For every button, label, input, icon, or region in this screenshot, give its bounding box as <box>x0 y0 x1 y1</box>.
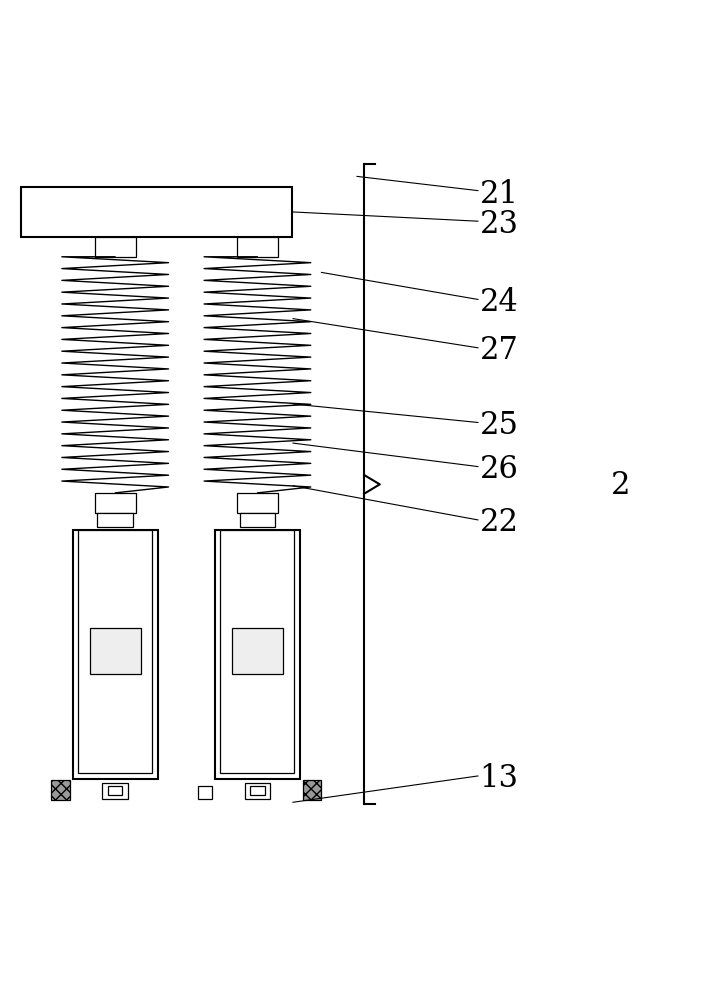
Text: 2: 2 <box>610 470 630 501</box>
Text: 24: 24 <box>480 287 518 318</box>
Bar <box>97 513 133 527</box>
Bar <box>79 530 152 773</box>
Text: 25: 25 <box>480 410 519 441</box>
Text: 21: 21 <box>480 179 519 210</box>
Bar <box>51 780 70 800</box>
Bar <box>102 783 128 799</box>
Text: 13: 13 <box>480 763 519 794</box>
Bar <box>221 530 294 773</box>
Bar <box>215 530 300 779</box>
Text: 22: 22 <box>480 507 519 538</box>
Bar <box>108 786 122 795</box>
Bar <box>232 628 283 674</box>
Text: 26: 26 <box>480 454 518 485</box>
Bar <box>73 530 158 779</box>
Bar <box>21 187 291 237</box>
Text: 27: 27 <box>480 335 518 366</box>
Bar <box>94 237 136 257</box>
Text: 23: 23 <box>480 209 519 240</box>
Bar <box>89 628 141 674</box>
Bar <box>237 493 278 513</box>
Bar <box>251 786 265 795</box>
Bar <box>94 493 136 513</box>
Bar <box>198 786 212 799</box>
Bar <box>245 783 270 799</box>
Bar <box>240 513 275 527</box>
Bar <box>237 237 278 257</box>
Bar <box>303 780 321 800</box>
